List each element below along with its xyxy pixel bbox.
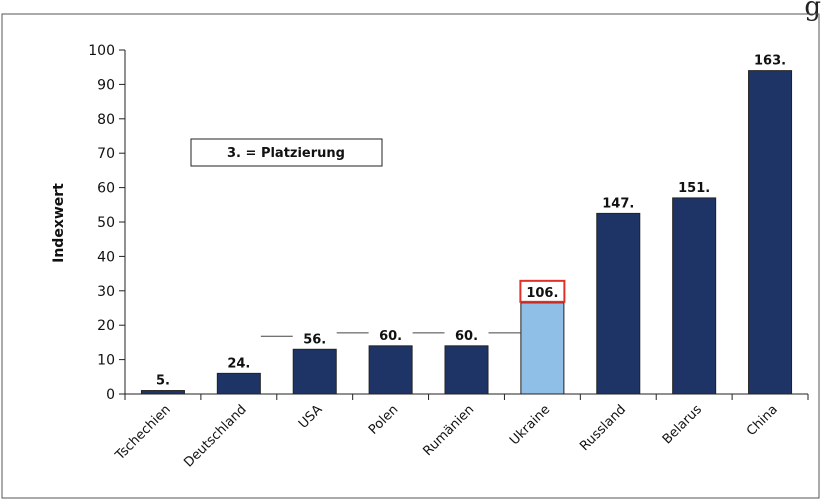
y-tick-label: 30 — [97, 284, 115, 300]
y-tick-label: 80 — [97, 112, 115, 128]
bar — [596, 212, 641, 395]
bar — [140, 390, 185, 395]
category-label: Ukraine — [507, 402, 553, 448]
bar — [672, 197, 717, 395]
y-tick-label: 40 — [97, 249, 115, 265]
y-tick-label: 10 — [97, 353, 115, 369]
bar — [748, 70, 793, 395]
y-tick-label: 60 — [97, 181, 115, 197]
category-label: Rumänien — [420, 402, 477, 459]
data-label: 56. — [303, 332, 326, 347]
category-label: Belarus — [660, 402, 705, 447]
category-label: China — [744, 402, 781, 439]
data-label: 5. — [156, 374, 170, 389]
data-label: 60. — [455, 329, 478, 344]
cropped-header-text: g — [804, 0, 821, 22]
bar — [292, 348, 337, 395]
data-label: 163. — [754, 54, 786, 69]
y-tick-label: 50 — [97, 215, 115, 231]
highlight-label-box — [519, 279, 566, 303]
y-axis-label: Indexwert — [51, 183, 67, 263]
y-tick-label: 0 — [106, 387, 115, 403]
category-label: Deutschland — [181, 402, 249, 470]
category-label: Tschechien — [112, 402, 174, 464]
category-label: Russland — [577, 402, 629, 454]
bar — [444, 345, 489, 395]
data-label: 60. — [379, 329, 402, 344]
y-tick-label: 100 — [88, 43, 115, 59]
data-label: 151. — [678, 181, 710, 196]
y-tick-label: 90 — [97, 77, 115, 93]
annotation-text: 3. = Platzierung — [227, 146, 345, 161]
y-tick-label: 20 — [97, 318, 115, 334]
legend-annotation: 3. = Platzierung — [190, 138, 383, 167]
data-label: 106. — [526, 286, 558, 301]
category-label: Polen — [366, 402, 401, 437]
category-labels: Tschechien Deutschland USA Polen Rumänien Ukr… — [112, 402, 781, 470]
data-label: 147. — [602, 196, 634, 211]
y-tick-label: 70 — [97, 146, 115, 162]
bar — [520, 302, 565, 395]
chart-border — [1, 13, 820, 499]
data-labels: 5. 24. 56. 60. 60. 106. 147. 151. 163. — [156, 54, 786, 389]
bar — [368, 345, 413, 395]
bar — [216, 372, 261, 395]
data-label: 24. — [227, 356, 250, 371]
category-label: USA — [296, 402, 326, 432]
bars — [140, 70, 793, 395]
